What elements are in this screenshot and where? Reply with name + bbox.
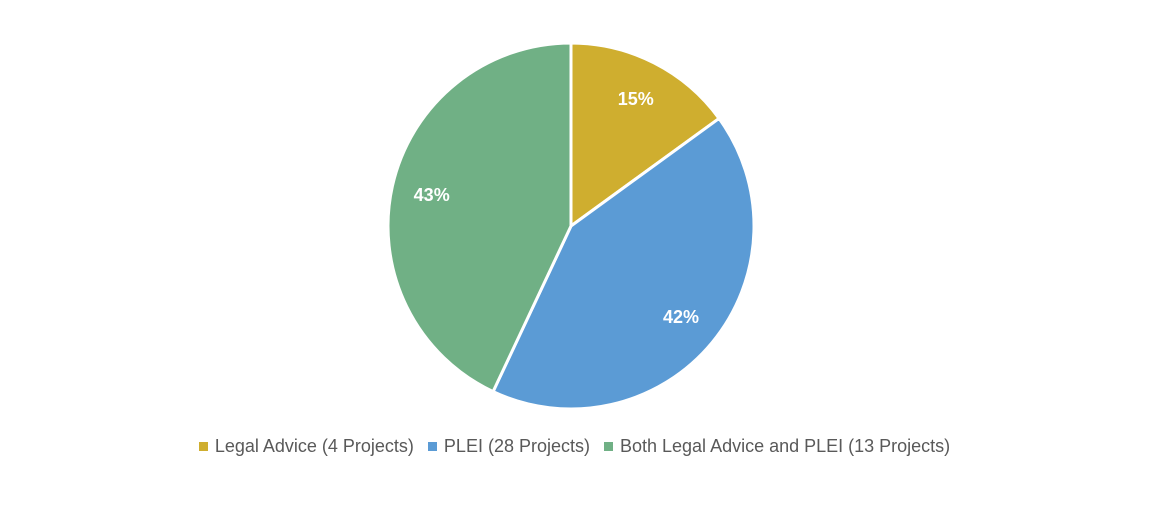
pie-data-label-1: 42% bbox=[663, 307, 699, 327]
pie-slice-1 bbox=[491, 116, 756, 411]
pie-data-label-2: 43% bbox=[414, 185, 450, 205]
legend-swatch-0 bbox=[198, 442, 208, 451]
pie-slice-2 bbox=[386, 41, 573, 394]
legend-swatch-1 bbox=[427, 442, 437, 451]
pie-slices bbox=[386, 41, 756, 411]
pie-data-label-0: 15% bbox=[618, 89, 654, 109]
legend-item-2: Both Legal Advice and PLEI (13 Projects) bbox=[603, 436, 951, 457]
legend-label-1: PLEI (28 Projects) bbox=[443, 436, 590, 456]
pie-data-labels: 15% 42% 43% bbox=[414, 89, 699, 327]
legend-item-0: Legal Advice (4 Projects) bbox=[198, 436, 414, 457]
legend-item-1: PLEI (28 Projects) bbox=[427, 436, 590, 457]
legend-label-2: Both Legal Advice and PLEI (13 Projects) bbox=[619, 436, 951, 456]
chart-legend: Legal Advice (4 Projects) PLEI (28 Projec… bbox=[0, 436, 1149, 457]
pie-slice-0 bbox=[569, 41, 721, 228]
legend-label-0: Legal Advice (4 Projects) bbox=[214, 436, 414, 456]
legend-swatch-2 bbox=[603, 442, 613, 451]
